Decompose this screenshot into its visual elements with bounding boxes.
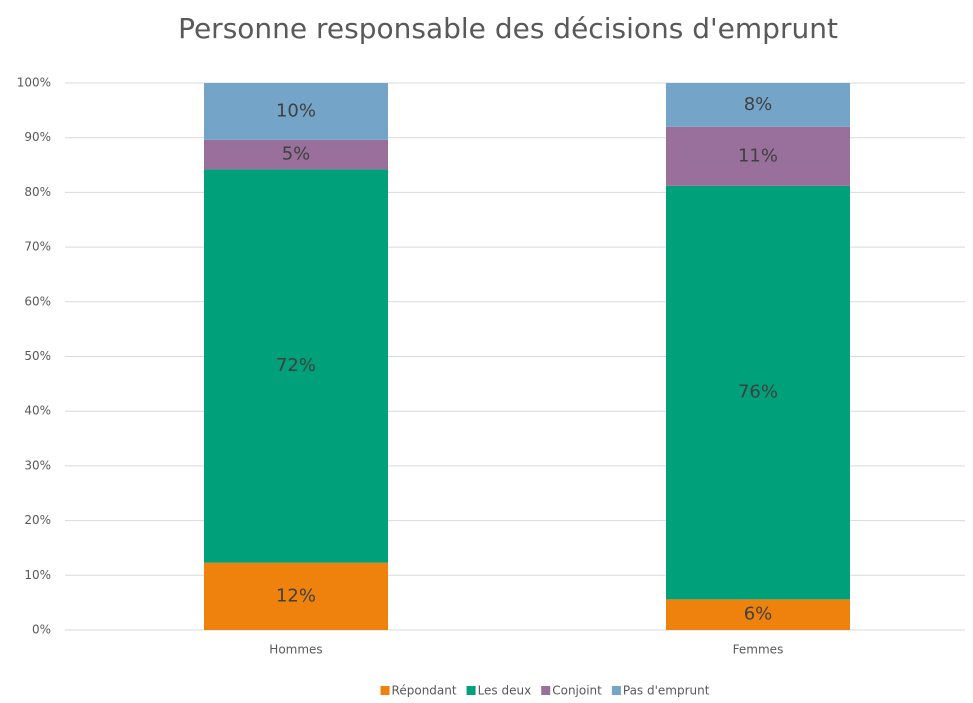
y-tick-label: 50% <box>24 349 51 363</box>
bar-segment <box>204 169 388 563</box>
legend-label: Pas d'emprunt <box>623 684 710 698</box>
bar-segment <box>204 562 388 630</box>
y-tick-label: 10% <box>24 568 51 582</box>
bar-segment <box>204 83 388 140</box>
y-tick-label: 20% <box>24 513 51 527</box>
legend-label: Conjoint <box>552 684 602 698</box>
data-label: 76% <box>738 382 778 403</box>
legend-swatch <box>541 686 551 695</box>
data-label: 72% <box>276 355 316 376</box>
y-tick-label: 0% <box>32 623 51 637</box>
data-label: 11% <box>738 145 778 166</box>
data-label: 10% <box>276 100 316 121</box>
data-label: 8% <box>744 94 773 115</box>
y-tick-label: 90% <box>24 130 51 144</box>
bar-segment <box>204 139 388 170</box>
legend: Répondant Les deux Conjoint Pas d'emprunt <box>380 684 710 698</box>
x-tick-label: Hommes <box>269 643 322 657</box>
y-tick-label: 60% <box>24 294 51 308</box>
legend-label: Répondant <box>392 684 457 698</box>
legend-label: Les deux <box>478 684 532 698</box>
data-label: 5% <box>282 144 311 165</box>
y-tick-label: 30% <box>24 458 51 472</box>
y-tick-label: 40% <box>24 404 51 418</box>
bar-segment <box>666 126 850 186</box>
data-label: 6% <box>744 604 773 625</box>
bar-segment <box>666 83 850 127</box>
legend-swatch <box>611 686 621 695</box>
x-tick-label: Femmes <box>733 643 784 657</box>
legend-swatch <box>380 686 390 695</box>
bar-segment <box>666 185 850 600</box>
y-tick-label: 100% <box>17 76 51 90</box>
chart-title: Personne responsable des décisions d'emp… <box>178 12 838 45</box>
y-tick-label: 70% <box>24 240 51 254</box>
bar-segment <box>666 599 850 630</box>
legend-swatch <box>466 686 476 695</box>
y-tick-label: 80% <box>24 185 51 199</box>
data-label: 12% <box>276 585 316 606</box>
